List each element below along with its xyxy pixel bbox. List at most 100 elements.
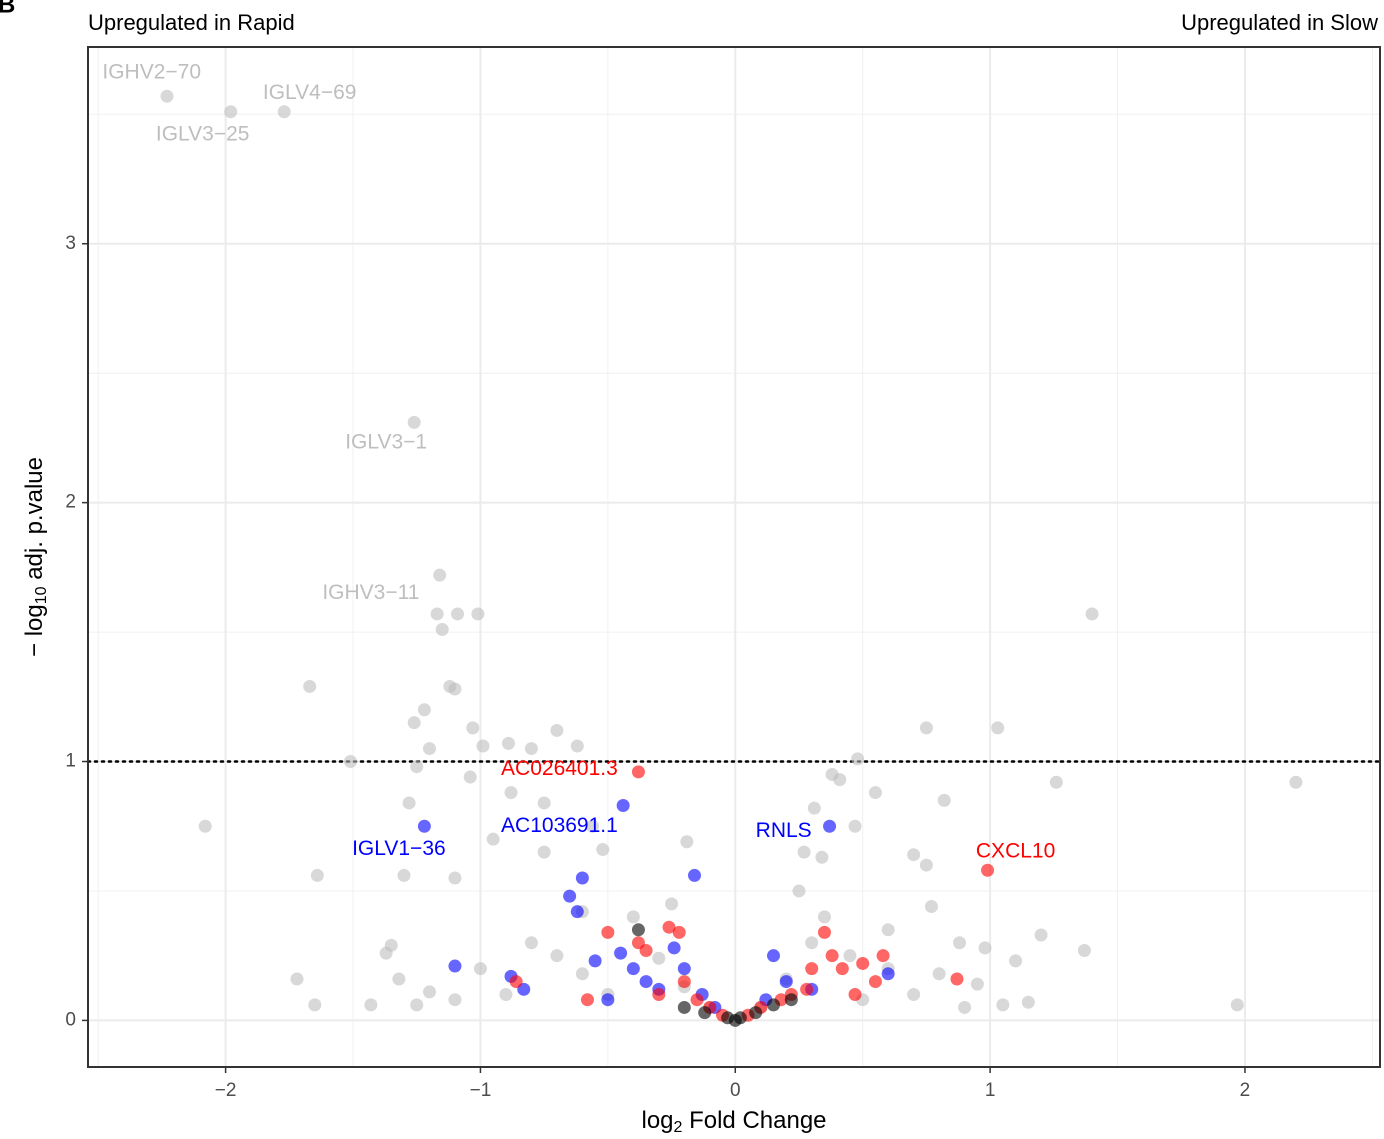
point (402, 796, 416, 810)
point (907, 848, 921, 862)
point (868, 786, 882, 800)
point (688, 868, 702, 882)
point (953, 936, 967, 950)
point (575, 967, 589, 981)
point (825, 949, 839, 963)
point (410, 998, 424, 1012)
point (308, 998, 322, 1012)
panel-label: B (0, 0, 15, 18)
point (876, 949, 890, 963)
point (433, 568, 447, 582)
point (996, 998, 1010, 1012)
point (835, 962, 849, 976)
y-axis-title: − log10 adj. p.value (21, 457, 50, 657)
point (471, 607, 485, 621)
y-title-sub: 10 (33, 586, 50, 604)
point (466, 721, 480, 735)
point (680, 835, 694, 849)
point (476, 739, 490, 753)
point (435, 622, 449, 636)
point (626, 910, 640, 924)
point (601, 993, 615, 1007)
point (991, 721, 1005, 735)
point (448, 682, 462, 696)
point (430, 607, 444, 621)
point (665, 897, 679, 911)
point (631, 923, 645, 937)
point (843, 949, 857, 963)
annotation-label: RNLS (756, 819, 812, 842)
point (639, 944, 653, 958)
point (652, 951, 666, 965)
y-tick-label: 2 (65, 492, 76, 513)
point (652, 988, 666, 1002)
point (601, 925, 615, 939)
point (303, 679, 317, 693)
top-right-label: Upregulated in Slow (1181, 10, 1378, 35)
point (473, 962, 487, 976)
point (392, 972, 406, 986)
point (823, 819, 837, 833)
point (509, 975, 523, 989)
x-tick-label: −1 (470, 1080, 492, 1101)
point (1085, 607, 1099, 621)
point (662, 920, 676, 934)
point (779, 975, 793, 989)
point (417, 819, 431, 833)
point (563, 889, 577, 903)
point (851, 752, 865, 766)
point (677, 1000, 691, 1014)
point (817, 925, 831, 939)
point (807, 801, 821, 815)
point (733, 1011, 747, 1025)
point (848, 988, 862, 1002)
point (919, 721, 933, 735)
x-tick-label: 1 (985, 1080, 996, 1101)
top-left-label: Upregulated in Rapid (88, 10, 295, 35)
y-title-suffix: adj. p.value (21, 457, 48, 586)
point (848, 819, 862, 833)
annotation-label: IGLV4−69 (263, 81, 357, 104)
point (310, 868, 324, 882)
point (451, 607, 465, 621)
point (407, 415, 421, 429)
point (792, 884, 806, 898)
point (410, 760, 424, 774)
point (586, 819, 600, 833)
point (407, 716, 421, 730)
x-tick-label: −2 (215, 1080, 237, 1101)
point (1034, 928, 1048, 942)
y-tick-label: 3 (65, 233, 76, 254)
point (924, 899, 938, 913)
point (224, 105, 238, 119)
x-title-suffix: Fold Change (682, 1107, 826, 1134)
annotation-label: IGLV3−25 (156, 123, 250, 146)
point (580, 993, 594, 1007)
point (1021, 995, 1035, 1009)
annotation-label: IGLV3−1 (345, 431, 427, 454)
x-title-sub: 2 (674, 1119, 683, 1136)
point (784, 993, 798, 1007)
point (881, 923, 895, 937)
point (422, 742, 436, 756)
point (422, 985, 436, 999)
point (384, 938, 398, 952)
point (932, 967, 946, 981)
point (575, 871, 589, 885)
point (1009, 954, 1023, 968)
point (448, 959, 462, 973)
point (856, 956, 870, 970)
point (667, 941, 681, 955)
point (570, 905, 584, 919)
point (937, 793, 951, 807)
point (614, 946, 628, 960)
point (504, 786, 518, 800)
point (950, 972, 964, 986)
point (417, 703, 431, 717)
point (1049, 775, 1063, 789)
point (797, 845, 811, 859)
point (677, 962, 691, 976)
point (550, 723, 564, 737)
point (499, 988, 513, 1002)
